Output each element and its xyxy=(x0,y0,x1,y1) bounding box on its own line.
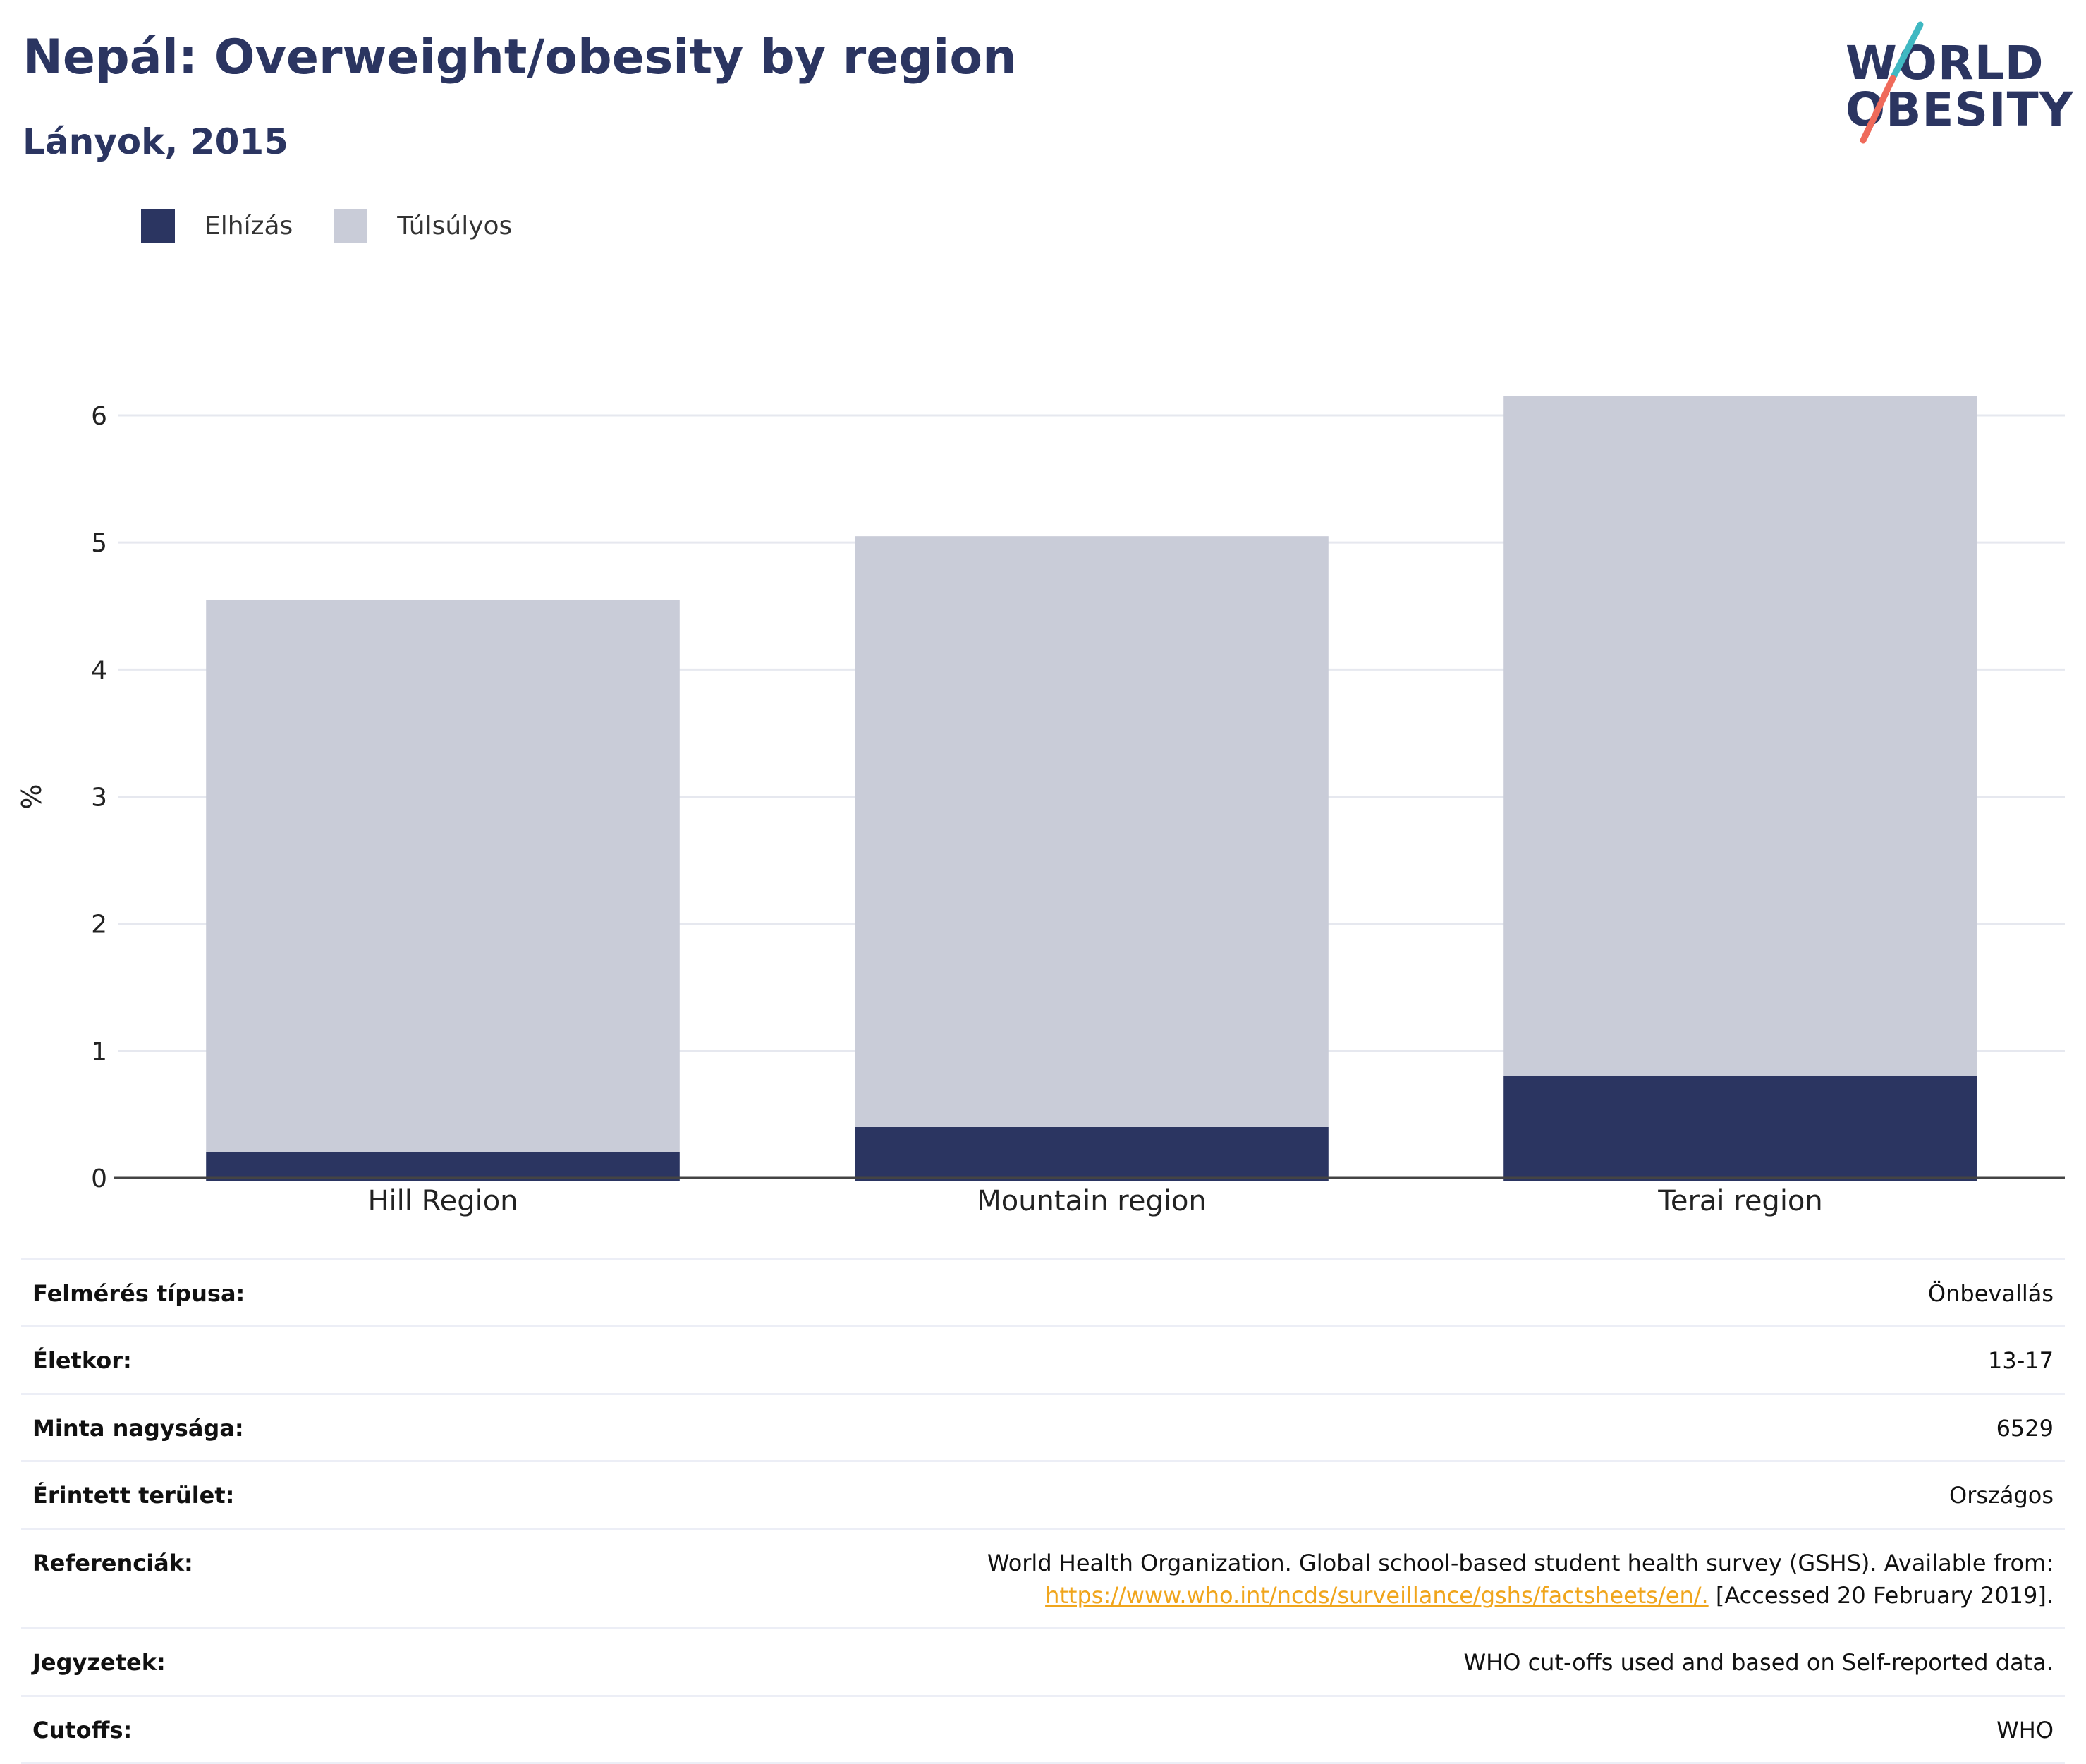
reference-text: World Health Organization. Global school… xyxy=(987,1549,2054,1576)
survey-info-table: Felmérés típusa: Önbevallás Életkor: 13-… xyxy=(21,1258,2065,1764)
x-tick-label: Mountain region xyxy=(977,1185,1207,1217)
bar-overweight xyxy=(1503,396,1977,1076)
info-label: Jegyzetek: xyxy=(21,1627,467,1696)
info-value: WHO xyxy=(467,1694,2065,1764)
bar-obesity xyxy=(206,1152,680,1181)
info-label: Felmérés típusa: xyxy=(21,1258,467,1327)
y-tick-label: 6 xyxy=(91,402,107,431)
reference-link[interactable]: https://www.who.int/ncds/surveillance/gs… xyxy=(1045,1581,1709,1609)
logo-line-1: WORLD xyxy=(1846,36,2044,90)
y-tick-label: 0 xyxy=(91,1164,107,1193)
legend-item-obesity[interactable]: Elhízás xyxy=(141,209,293,243)
info-row-notes: Jegyzetek: WHO cut-offs used and based o… xyxy=(21,1627,2065,1696)
info-row-sample-size: Minta nagysága: 6529 xyxy=(21,1392,2065,1461)
info-label: Referenciák: xyxy=(21,1527,467,1629)
legend-swatch-obesity xyxy=(141,209,175,243)
info-row-survey-type: Felmérés típusa: Önbevallás xyxy=(21,1258,2065,1327)
y-tick-label: 3 xyxy=(91,784,107,813)
bar-obesity xyxy=(855,1126,1329,1181)
info-value: WHO cut-offs used and based on Self-repo… xyxy=(467,1627,2065,1696)
chart-title: Nepál: Overweight/obesity by region xyxy=(23,30,1017,85)
info-label: Érintett terület: xyxy=(21,1460,467,1529)
info-label: Életkor: xyxy=(21,1325,467,1394)
info-row-age: Életkor: 13-17 xyxy=(21,1325,2065,1394)
bar-overweight xyxy=(855,536,1329,1127)
x-tick-label: Terai region xyxy=(1657,1185,1823,1217)
info-label: Cutoffs: xyxy=(21,1694,467,1764)
logo-stripe-icon xyxy=(1860,21,1924,144)
info-row-area: Érintett terület: Országos xyxy=(21,1460,2065,1529)
info-label: Minta nagysága: xyxy=(21,1392,467,1461)
legend-swatch-overweight xyxy=(334,209,368,243)
bar-overweight xyxy=(206,600,680,1152)
y-tick-label: 4 xyxy=(91,656,107,685)
y-tick-label: 5 xyxy=(91,529,107,558)
info-row-references: Referenciák: World Health Organization. … xyxy=(21,1527,2065,1629)
info-value: 6529 xyxy=(467,1392,2065,1461)
legend-label-overweight: Túlsúlyos xyxy=(397,211,513,241)
stacked-bar-chart: 0 1 2 3 4 5 6% Hill Region Mountain region Terai … xyxy=(16,396,2065,1217)
y-tick-label: 2 xyxy=(91,911,107,939)
legend-label-obesity: Elhízás xyxy=(205,211,293,241)
info-value: 13-17 xyxy=(467,1325,2065,1394)
info-value: Országos xyxy=(467,1460,2065,1529)
info-row-cutoffs: Cutoffs: WHO xyxy=(21,1694,2065,1764)
x-tick-label: Hill Region xyxy=(367,1185,518,1217)
world-obesity-logo: WORLD OBESITY xyxy=(1830,18,2077,152)
bar-obesity xyxy=(1503,1076,1977,1181)
chart-legend: Elhízás Túlsúlyos xyxy=(141,209,553,243)
info-value: Önbevallás xyxy=(467,1258,2065,1327)
legend-item-overweight[interactable]: Túlsúlyos xyxy=(334,209,512,243)
y-tick-label: 1 xyxy=(91,1038,107,1066)
y-axis-label: % xyxy=(16,784,47,809)
chart-subtitle: Lányok, 2015 xyxy=(23,121,288,162)
reference-accessed: [Accessed 20 February 2019]. xyxy=(1708,1581,2054,1609)
info-value: World Health Organization. Global school… xyxy=(467,1527,2065,1629)
